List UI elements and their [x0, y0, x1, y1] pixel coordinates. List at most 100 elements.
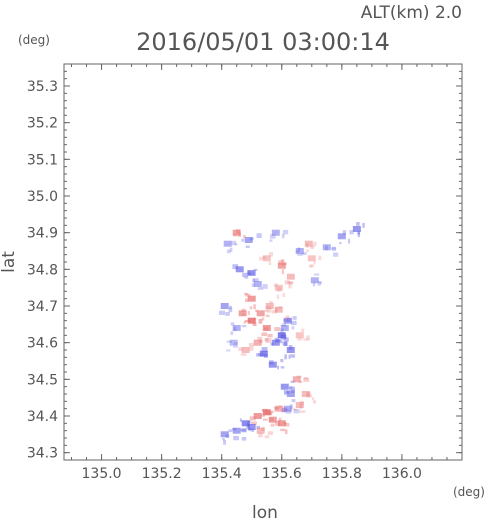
data-cell [247, 270, 256, 276]
data-cell-speckle [265, 410, 270, 415]
data-cell-speckle [268, 261, 272, 265]
y-tick-label: 34.9 [27, 226, 58, 242]
data-cell [307, 255, 316, 262]
data-cell [247, 424, 256, 430]
data-cell-speckle [263, 353, 268, 358]
data-cell-speckle [264, 309, 269, 312]
data-cell-speckle [261, 347, 268, 353]
data-cell-speckle [281, 333, 285, 336]
data-cell-speckle [243, 321, 246, 324]
data-cell [232, 427, 241, 434]
x-tick-label: 135.8 [322, 466, 362, 482]
data-cell-speckle [241, 313, 245, 316]
data-cell-speckle [285, 315, 290, 320]
data-cell-speckle [266, 309, 272, 313]
data-cell-speckle [278, 260, 284, 265]
data-cell [337, 233, 346, 240]
data-cell-speckle [256, 353, 260, 357]
data-cell-speckle [310, 245, 315, 249]
data-cell-speckle [249, 306, 253, 310]
data-cell-speckle [249, 416, 256, 421]
data-cell-speckle [270, 423, 275, 427]
data-cell-speckle [303, 377, 308, 380]
data-cell-speckle [246, 425, 251, 429]
data-cell [241, 347, 250, 353]
data-cell-speckle [349, 230, 354, 235]
data-cell-speckle [269, 360, 274, 365]
data-cell-speckle [249, 237, 254, 241]
data-cell-speckle [258, 318, 263, 324]
data-cell-speckle [362, 223, 365, 228]
data-cell-speckle [252, 278, 255, 282]
data-cell-speckle [228, 429, 233, 433]
data-cell-speckle [233, 327, 237, 331]
data-cell-speckle [290, 354, 296, 358]
data-cell-speckle [281, 408, 287, 413]
data-cell-speckle [280, 359, 284, 363]
data-cell-speckle [229, 305, 232, 310]
data-cell-speckle [281, 233, 285, 239]
data-cell-speckle [279, 339, 283, 344]
data-cell [247, 295, 256, 302]
data-cell-speckle [241, 437, 247, 441]
data-cell-speckle [308, 265, 313, 268]
x-tick-label: 135.0 [82, 466, 122, 482]
data-cell-speckle [264, 338, 269, 342]
data-cell-speckle [287, 318, 292, 323]
data-cell-speckle [289, 404, 293, 410]
x-unit-label: (deg) [453, 485, 485, 499]
data-cell-speckle [296, 375, 302, 378]
data-cell-speckle [281, 269, 285, 275]
data-cell [322, 244, 331, 251]
data-cell-speckle [241, 324, 247, 328]
data-cell-speckle [245, 245, 250, 249]
data-cell [271, 339, 280, 346]
data-cell-speckle [251, 428, 255, 432]
data-cell-speckle [244, 292, 249, 295]
data-cell-speckle [288, 354, 291, 359]
data-cell [277, 332, 286, 339]
data-cell-speckle [228, 307, 233, 313]
data-cell-speckle [244, 276, 249, 279]
data-cell-speckle [282, 262, 287, 266]
data-cell-speckle [253, 278, 259, 282]
data-cell [271, 229, 280, 236]
data-cell-speckle [269, 301, 273, 304]
data-cell-speckle [333, 252, 339, 257]
data-cell-speckle [297, 337, 303, 341]
data-cell-speckle [240, 353, 247, 356]
data-cell-speckle [257, 336, 263, 341]
data-cell-speckle [295, 250, 299, 253]
data-cell-speckle [313, 273, 320, 276]
data-cell-speckle [306, 394, 312, 398]
data-cell-speckle [274, 337, 279, 343]
data-cell-speckle [281, 323, 287, 327]
data-cell-speckle [268, 411, 273, 416]
data-cell-speckle [283, 318, 289, 322]
data-cell-speckle [248, 343, 255, 347]
x-axis-label: lon [252, 503, 278, 521]
data-cell-speckle [285, 409, 292, 414]
data-cell-speckle [271, 410, 274, 414]
data-cell-speckle [247, 420, 251, 423]
data-cell-speckle [301, 328, 305, 333]
data-cell-speckle [276, 287, 282, 292]
data-cell-speckle [273, 283, 278, 287]
data-cell [220, 303, 229, 309]
data-cell-speckle [280, 428, 286, 432]
data-cell-speckle [241, 308, 246, 313]
y-tick-label: 34.4 [27, 409, 58, 425]
data-cell-speckle [258, 432, 263, 438]
data-cell-speckle [313, 241, 317, 247]
data-cell-speckle [317, 281, 321, 286]
plot-frame [63, 63, 463, 461]
data-cell-speckle [258, 353, 264, 356]
data-cell [241, 420, 250, 427]
data-cell-speckle [290, 320, 297, 326]
data-cell-speckle [249, 271, 255, 276]
data-cell-speckle [280, 328, 284, 333]
data-cell-speckle [283, 337, 289, 342]
data-cell-speckle [280, 366, 285, 369]
data-cell-speckle [247, 311, 250, 315]
data-cell [277, 262, 286, 269]
